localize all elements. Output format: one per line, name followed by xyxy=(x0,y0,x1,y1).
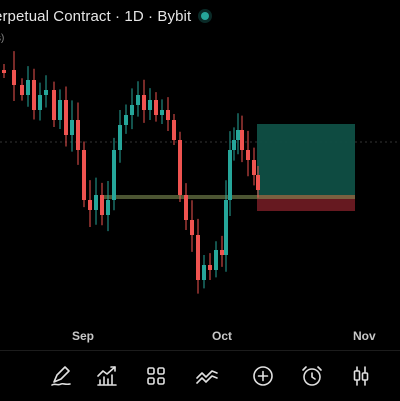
layout-grid-icon xyxy=(147,367,165,385)
candle-body xyxy=(20,85,24,95)
candle-body xyxy=(202,265,206,280)
x-axis-label-nov: Nov xyxy=(353,329,376,343)
symbol-title[interactable]: erpetual Contract · 1D · Bybit xyxy=(0,7,192,25)
market-status-dot xyxy=(201,12,210,20)
candle-body xyxy=(32,80,36,110)
candle-body xyxy=(190,220,194,235)
candle-body xyxy=(118,125,122,150)
candle-body xyxy=(240,130,244,150)
candle-body xyxy=(94,195,98,210)
alert-button[interactable] xyxy=(299,363,325,389)
candle-body xyxy=(214,250,218,270)
candle-body xyxy=(256,175,260,190)
candle-body xyxy=(220,250,224,255)
candle-body xyxy=(196,235,200,280)
candle-body xyxy=(124,115,128,125)
add-button[interactable] xyxy=(250,363,276,389)
candle-body xyxy=(2,70,6,73)
candle-body xyxy=(172,120,176,140)
candle-body xyxy=(38,95,42,110)
candle-body xyxy=(148,100,152,110)
candle-body xyxy=(52,90,56,120)
candle-body xyxy=(252,160,256,175)
candle-body xyxy=(88,200,92,210)
candle-body xyxy=(178,140,182,195)
x-axis-label-sep: Sep xyxy=(72,329,95,343)
position-profit-zone xyxy=(257,124,355,195)
pen-icon xyxy=(51,366,71,386)
drawing-tools-button[interactable] xyxy=(194,363,220,389)
candle-body xyxy=(82,150,86,200)
candle-body xyxy=(224,200,228,255)
candle-body xyxy=(130,105,134,115)
chart-header: erpetual Contract · 1D · Bybit xyxy=(0,0,400,32)
candle-body xyxy=(100,195,104,215)
candle-body xyxy=(58,100,62,120)
candle-body xyxy=(232,140,236,150)
layout-button[interactable] xyxy=(143,363,169,389)
candle-body xyxy=(228,150,232,200)
candle-body xyxy=(246,150,250,160)
candles-group xyxy=(2,51,260,294)
alarm-clock-icon xyxy=(302,366,322,386)
indicators-icon xyxy=(97,366,117,386)
candle-body xyxy=(166,110,170,120)
pen-button[interactable] xyxy=(48,363,74,389)
candle-body xyxy=(76,120,80,150)
candle-body xyxy=(208,265,212,270)
candle-type-icon xyxy=(353,366,369,386)
candle-body xyxy=(26,80,30,95)
candle-body xyxy=(106,200,110,215)
candle-body xyxy=(70,120,74,135)
candle-body xyxy=(12,70,16,85)
candle-body xyxy=(142,95,146,110)
candle-body xyxy=(136,95,140,105)
price-sub-label: s) xyxy=(0,33,5,44)
candle-body xyxy=(160,110,164,115)
candle-body xyxy=(184,195,188,220)
add-circle-icon xyxy=(253,366,273,386)
candle-body xyxy=(64,100,68,135)
drawing-lines-icon xyxy=(196,370,218,384)
candle-body xyxy=(44,90,48,95)
bottom-toolbar xyxy=(0,350,400,401)
x-axis-label-oct: Oct xyxy=(212,329,233,343)
price-chart[interactable] xyxy=(0,0,400,350)
chart-type-button[interactable] xyxy=(348,363,374,389)
candle-body xyxy=(112,150,116,200)
indicators-button[interactable] xyxy=(94,363,120,389)
candle-body xyxy=(236,130,240,140)
candle-body xyxy=(154,100,158,115)
